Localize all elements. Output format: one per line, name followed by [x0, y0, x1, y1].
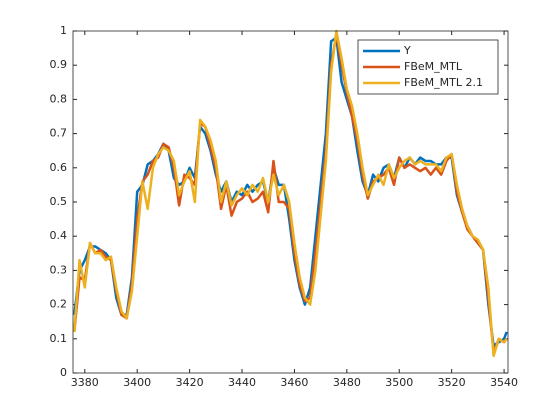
x-tick-label: 3540: [490, 376, 518, 389]
legend-label: Y: [403, 44, 411, 57]
y-tick-label: 0.3: [50, 263, 68, 276]
legend-label: FBeM_MTL: [404, 60, 463, 73]
y-tick-label: 0.8: [50, 92, 68, 105]
x-tick-label: 3400: [123, 376, 151, 389]
x-tick-label: 3500: [385, 376, 413, 389]
y-tick-label: 0.1: [50, 332, 68, 345]
y-tick-label: 0.9: [50, 58, 68, 71]
x-tick-label: 3380: [71, 376, 99, 389]
axes-box: [72, 30, 509, 374]
y-tick-label: 0.5: [50, 195, 68, 208]
x-tick-label: 3440: [228, 376, 256, 389]
y-tick-label: 0.4: [50, 229, 68, 242]
series-line: [73, 29, 508, 358]
y-tick-label: 0: [60, 366, 67, 379]
y-tick-label: 0.7: [50, 127, 68, 140]
x-tick-label: 3460: [280, 376, 308, 389]
x-tick-label: 3520: [438, 376, 466, 389]
y-tick-label: 0.2: [50, 298, 68, 311]
y-tick-label: 0.6: [50, 161, 68, 174]
y-tick-label: 1: [60, 24, 67, 37]
legend-label: FBeM_MTL 2.1: [404, 76, 483, 89]
x-tick-label: 3420: [176, 376, 204, 389]
x-tick-label: 3480: [333, 376, 361, 389]
